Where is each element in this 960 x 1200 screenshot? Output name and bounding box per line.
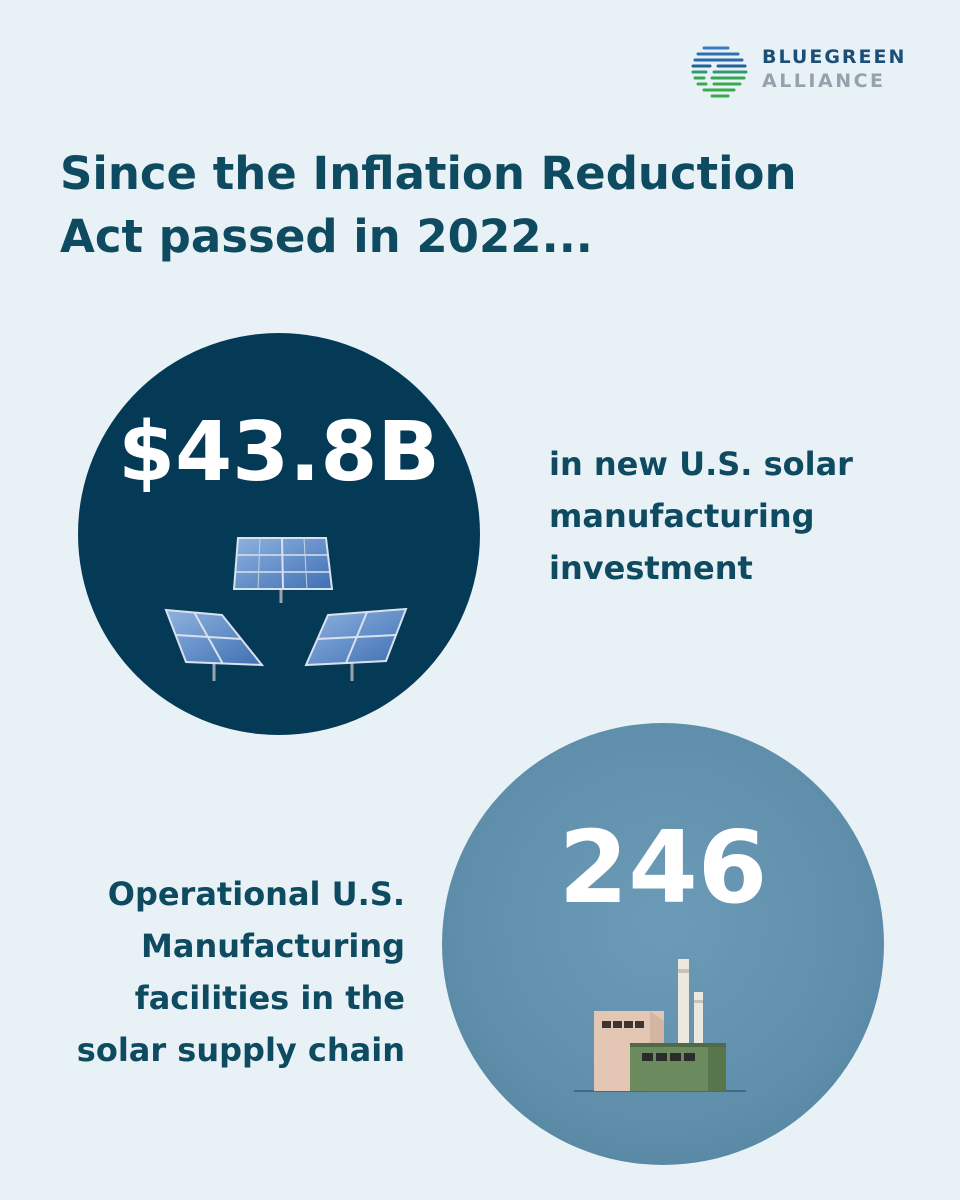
stat-circle-light [442,723,884,1165]
stat-investment-description: in new U.S. solar manufacturing investme… [549,445,853,587]
logo-word-bluegreen: BLUEGREEN [762,46,907,68]
stat-facilities-description: Operational U.S. Manufacturing facilitie… [76,875,405,1069]
solar-panels-icon [164,537,408,681]
headline: Since the Inflation Reduction Act passed… [60,147,797,263]
logo-word-alliance: ALLIANCE [762,70,886,92]
factory-icon [574,959,746,1092]
stat-investment-value: $43.8B [118,405,440,500]
stat-circle-dark [78,333,480,735]
stat-facilities-value: 246 [558,809,768,926]
brand-logo: BLUEGREEN ALLIANCE [690,40,930,100]
bluegreen-logo-icon [691,46,748,98]
